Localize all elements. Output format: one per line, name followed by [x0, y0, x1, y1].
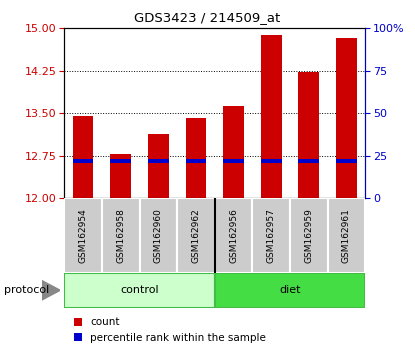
Bar — [298, 72, 319, 198]
Text: control: control — [120, 285, 159, 295]
Bar — [215, 198, 252, 273]
Text: diet: diet — [279, 285, 301, 295]
Bar — [139, 198, 177, 273]
Bar — [73, 159, 93, 164]
Text: GSM162956: GSM162956 — [229, 208, 238, 263]
Bar — [177, 198, 215, 273]
Bar — [64, 273, 215, 308]
Text: GSM162961: GSM162961 — [342, 208, 351, 263]
Text: GSM162958: GSM162958 — [116, 208, 125, 263]
Bar — [110, 154, 131, 198]
Bar — [327, 198, 365, 273]
Text: GSM162960: GSM162960 — [154, 208, 163, 263]
Bar — [261, 35, 281, 198]
Bar — [110, 159, 131, 164]
Polygon shape — [42, 280, 60, 300]
Bar — [148, 134, 168, 198]
Bar — [336, 38, 357, 198]
Bar — [223, 106, 244, 198]
Legend: count, percentile rank within the sample: count, percentile rank within the sample — [70, 313, 271, 347]
Bar — [290, 198, 327, 273]
Bar — [148, 159, 168, 164]
Bar — [298, 159, 319, 164]
Text: GSM162959: GSM162959 — [304, 208, 313, 263]
Bar — [336, 159, 357, 164]
Text: GSM162957: GSM162957 — [267, 208, 276, 263]
Text: protocol: protocol — [4, 285, 49, 295]
Bar — [186, 159, 206, 164]
Text: GSM162962: GSM162962 — [191, 208, 200, 263]
Bar — [102, 198, 139, 273]
Bar — [64, 198, 102, 273]
Text: GSM162954: GSM162954 — [78, 208, 88, 263]
Bar — [73, 116, 93, 198]
Text: GDS3423 / 214509_at: GDS3423 / 214509_at — [134, 11, 281, 24]
Bar — [215, 273, 365, 308]
Bar — [261, 159, 281, 164]
Bar — [223, 159, 244, 164]
Bar — [186, 118, 206, 198]
Bar — [252, 198, 290, 273]
